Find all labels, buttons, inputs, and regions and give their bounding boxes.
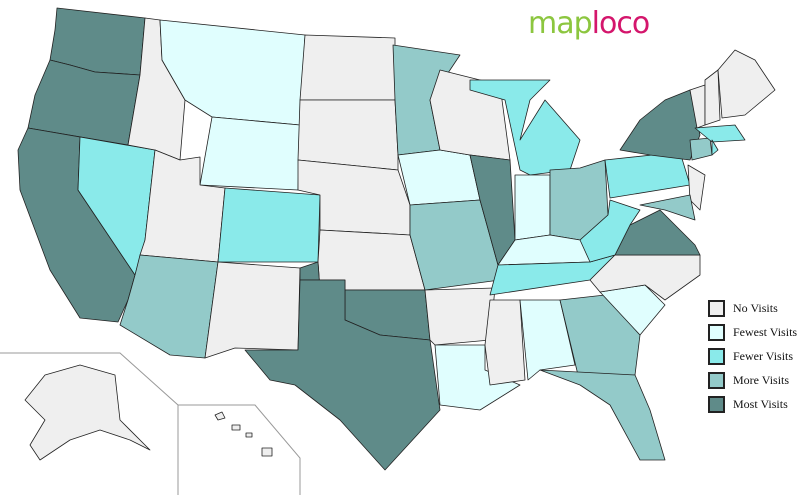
legend-item-fewer-visits: Fewer Visits <box>708 344 797 368</box>
state-ar <box>424 287 496 346</box>
state-hi-island <box>231 424 241 431</box>
state-hi <box>214 411 226 421</box>
legend-item-most-visits: Most Visits <box>708 392 797 416</box>
state-nj <box>687 164 706 211</box>
state-md <box>639 194 696 221</box>
hawaii-inset-border <box>178 404 301 495</box>
state-al <box>519 299 576 381</box>
state-hi-island <box>245 432 253 438</box>
legend-swatch <box>708 347 725 365</box>
state-pa <box>604 151 691 199</box>
state-hi-island <box>261 447 273 457</box>
state-nm <box>204 261 301 359</box>
state-ri <box>711 139 719 156</box>
state-co <box>217 187 321 263</box>
legend-swatch <box>708 323 725 341</box>
state-me <box>717 49 776 119</box>
legend-swatch <box>708 371 725 389</box>
state-ma <box>694 124 746 143</box>
state-fl <box>539 369 666 461</box>
legend: No Visits Fewest Visits Fewer Visits Mor… <box>708 296 797 416</box>
state-ak <box>24 364 151 461</box>
state-ny <box>619 89 701 161</box>
state-wv <box>579 199 641 263</box>
alaska-inset-border <box>0 352 179 495</box>
legend-item-no-visits: No Visits <box>708 296 797 320</box>
state-in <box>514 174 551 241</box>
state-nd <box>299 34 396 101</box>
legend-item-fewest-visits: Fewest Visits <box>708 320 797 344</box>
state-ia <box>397 149 481 206</box>
state-ms <box>484 299 526 386</box>
state-tx <box>244 279 441 471</box>
state-nh <box>704 69 721 126</box>
legend-swatch <box>708 395 725 413</box>
state-ct <box>689 137 713 161</box>
legend-item-more-visits: More Visits <box>708 368 797 392</box>
state-mi <box>469 79 581 176</box>
maploco-logo: maploco <box>528 6 650 41</box>
state-wy <box>199 116 301 191</box>
state-sd <box>297 99 399 171</box>
state-ga <box>559 294 641 376</box>
legend-swatch <box>708 299 725 317</box>
